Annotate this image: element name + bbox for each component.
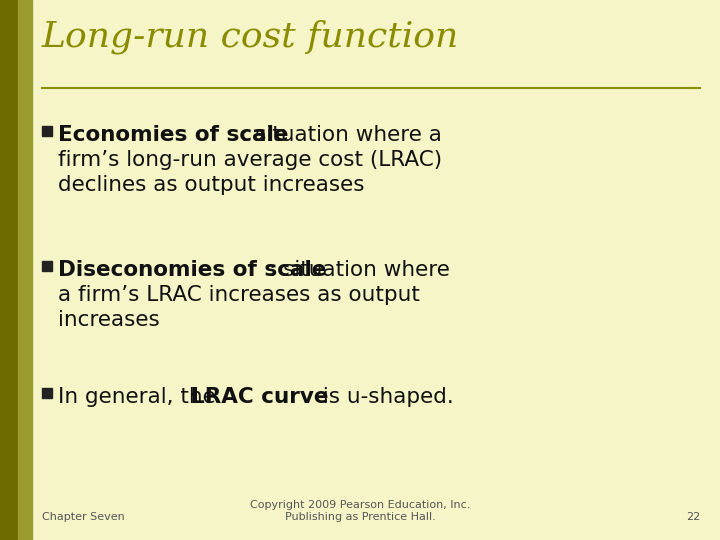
Bar — [42, 388, 52, 398]
Bar — [18, 0, 32, 540]
Text: : situation where: : situation where — [269, 260, 450, 280]
Text: firm’s long-run average cost (LRAC): firm’s long-run average cost (LRAC) — [58, 150, 442, 170]
Bar — [42, 261, 52, 271]
Text: Copyright 2009 Pearson Education, Inc.
Publishing as Prentice Hall.: Copyright 2009 Pearson Education, Inc. P… — [250, 501, 470, 522]
Text: 22: 22 — [685, 512, 700, 522]
Text: In general, the: In general, the — [58, 387, 222, 407]
Text: Long-run cost function: Long-run cost function — [42, 20, 459, 55]
Text: declines as output increases: declines as output increases — [58, 175, 364, 195]
Text: Chapter Seven: Chapter Seven — [42, 512, 125, 522]
Text: : situation where a: : situation where a — [241, 125, 442, 145]
Text: is u-shaped.: is u-shaped. — [316, 387, 454, 407]
Text: increases: increases — [58, 310, 160, 330]
Text: Diseconomies of scale: Diseconomies of scale — [58, 260, 326, 280]
Bar — [0, 0, 18, 540]
Text: a firm’s LRAC increases as output: a firm’s LRAC increases as output — [58, 285, 420, 305]
Text: Economies of scale: Economies of scale — [58, 125, 289, 145]
Text: LRAC curve: LRAC curve — [191, 387, 328, 407]
Bar — [42, 126, 52, 136]
